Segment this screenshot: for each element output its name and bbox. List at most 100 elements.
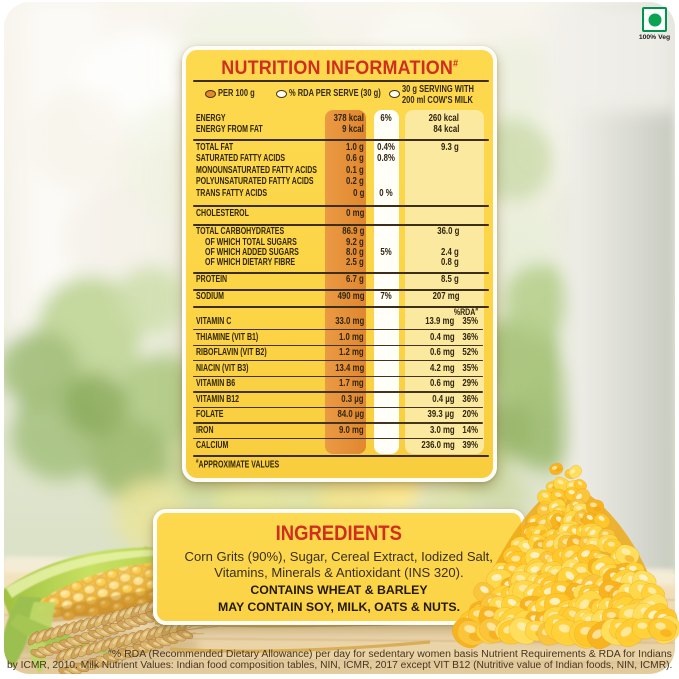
legend-label: % RDA PER SERVE (30 g) xyxy=(289,88,381,100)
legend-label: PER 100 g xyxy=(217,88,255,100)
allergen-line1: CONTAINS WHEAT & BARLEY xyxy=(250,583,428,597)
milk-value: 8.5 g xyxy=(441,274,459,285)
row-label: FOLATE xyxy=(195,409,223,420)
rda-percent-value: 35% xyxy=(462,316,478,327)
per100-value: 8.0 g xyxy=(346,247,364,258)
per100-value: 1.0 mg xyxy=(339,331,364,343)
rda-percent-value: 36% xyxy=(462,393,478,405)
separator-rule xyxy=(193,223,489,226)
row-label: CHOLESTEROL xyxy=(195,207,249,219)
rda-percent-value: 52% xyxy=(462,347,478,358)
milk-value: 0.4 µg xyxy=(432,393,455,405)
row-label: POLYUNSATURATED FATTY ACIDS xyxy=(195,176,314,188)
separator-rule xyxy=(193,437,483,440)
per100-value: 0.6 g xyxy=(346,153,364,165)
per100-column-band xyxy=(325,110,366,454)
rda-percent-value: 35% xyxy=(462,362,478,374)
approximate-values-note: #APPROXIMATE VALUES xyxy=(195,457,279,470)
milk-value: 36.0 g xyxy=(436,226,459,237)
per100-value: 0 mg xyxy=(345,207,364,219)
milk-value: 0.6 mg xyxy=(429,378,455,389)
row-label: PROTEIN xyxy=(195,274,227,285)
row-label: THIAMINE (VIT B1) xyxy=(195,331,258,343)
footnote-line2: by ICMR, 2010. Milk Nutrient Values: Ind… xyxy=(7,659,673,671)
row-label: ENERGY FROM FAT xyxy=(195,124,263,135)
per100-value: 1.7 mg xyxy=(339,378,364,389)
rda-percent-value: 39% xyxy=(462,440,478,451)
row-label: OF WHICH ADDED SUGARS xyxy=(204,247,299,258)
veg-dot-icon xyxy=(648,13,661,26)
row-label: NIACIN (VIT B3) xyxy=(195,362,249,374)
separator-rule xyxy=(193,375,483,377)
separator-rule xyxy=(193,454,489,457)
per100-value: 1.2 mg xyxy=(339,347,364,358)
per100-value: 0.2 g xyxy=(346,176,364,188)
row-label: VITAMIN B12 xyxy=(195,393,239,405)
per100-value: 13.4 mg xyxy=(334,362,364,374)
per100-value: 86.9 g xyxy=(341,226,364,237)
veg-mark-label: 100% Veg xyxy=(638,34,671,41)
footnote-line1: #% RDA (Recommended Dietary Allowance) p… xyxy=(108,647,672,660)
separator-rule xyxy=(193,344,483,346)
nutrition-title: NUTRITION INFORMATION# xyxy=(220,56,459,79)
milk-value: 84 kcal xyxy=(432,124,459,135)
per100-value: 0.3 µg xyxy=(341,393,364,405)
rda-percent-value: 14% xyxy=(462,424,478,436)
milk-value: 260 kcal xyxy=(428,112,459,124)
separator-rule xyxy=(193,272,489,275)
per100-value: 490 mg xyxy=(337,291,364,302)
per100-value: 9.2 g xyxy=(346,236,364,248)
rda-column-band xyxy=(373,110,399,454)
ingredients-body-line2: Vitamins, Minerals & Antioxidant (INS 32… xyxy=(214,564,464,580)
legend-orange-dot xyxy=(205,89,216,98)
row-label: CALCIUM xyxy=(195,440,228,451)
ingredients-body-line1: Corn Grits (90%), Sugar, Cereal Extract,… xyxy=(184,549,494,564)
milk-value: 39.3 µg xyxy=(427,409,455,420)
husk-leaf-top xyxy=(4,547,179,622)
row-label: TOTAL FAT xyxy=(195,141,233,153)
per100-value: 378 kcal xyxy=(333,112,364,124)
allergen-line2: MAY CONTAIN SOY, MILK, OATS & NUTS. xyxy=(217,599,461,614)
rda-value: 0.8% xyxy=(377,153,396,165)
rda-percent-value: 20% xyxy=(462,409,478,420)
row-label: OF WHICH DIETARY FIBRE xyxy=(204,257,295,269)
per100-value: 84.0 µg xyxy=(337,409,364,420)
milk-value: 236.0 mg xyxy=(421,440,455,451)
milk-value: 4.2 mg xyxy=(429,362,455,374)
separator-rule xyxy=(193,204,489,207)
milk-value: 0.4 mg xyxy=(429,331,455,343)
rda-column-header: %RDA# xyxy=(453,306,478,318)
veg-mark-icon xyxy=(642,7,667,32)
milk-value: 0.6 mg xyxy=(429,347,455,358)
milk-value: 2.4 g xyxy=(441,247,459,258)
legend-label: 30 g SERVING WITH xyxy=(402,83,474,95)
separator-rule xyxy=(193,305,489,308)
separator-rule xyxy=(193,139,489,142)
per100-value: 0 g xyxy=(352,188,364,199)
separator-rule xyxy=(193,360,483,362)
ingredients-title: INGREDIENTS xyxy=(275,521,403,545)
row-label: IRON xyxy=(195,424,214,436)
per100-value: 1.0 g xyxy=(346,141,364,153)
title-footnote-mark: # xyxy=(452,58,459,69)
rda-value: 5% xyxy=(380,247,392,258)
rda-value: 6% xyxy=(380,112,392,124)
corn-kernels-pile xyxy=(451,462,679,650)
row-label: MONOUNSATURATED FATTY ACIDS xyxy=(195,164,317,176)
row-label: OF WHICH TOTAL SUGARS xyxy=(204,236,297,248)
legend-white-dot xyxy=(389,89,400,98)
rda-percent-value: 29% xyxy=(462,378,478,389)
separator-rule xyxy=(193,79,489,82)
separator-rule xyxy=(193,288,489,292)
separator-rule xyxy=(193,391,483,393)
row-label: ENERGY xyxy=(195,112,226,124)
row-label: VITAMIN B6 xyxy=(195,378,235,389)
separator-rule xyxy=(193,422,483,424)
milk-value: 9.3 g xyxy=(441,141,459,153)
row-label: TRANS FATTY ACIDS xyxy=(195,188,267,199)
separator-rule xyxy=(193,329,483,331)
legend-label: 200 ml COW'S MILK xyxy=(402,94,473,106)
per100-value: 9 kcal xyxy=(342,124,364,135)
milk-value: 13.9 mg xyxy=(425,316,455,327)
